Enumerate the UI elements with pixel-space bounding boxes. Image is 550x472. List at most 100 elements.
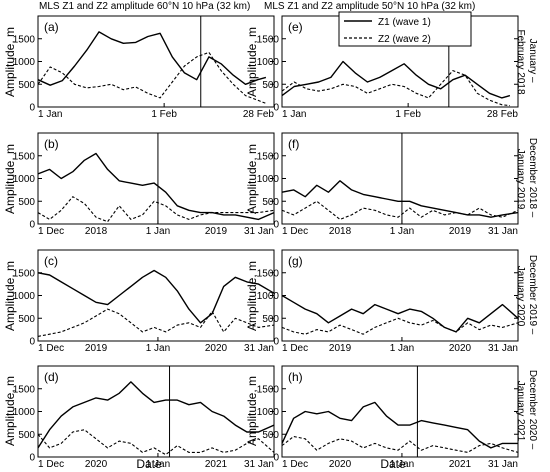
panel-label-h: (h)	[288, 370, 303, 384]
y-tick-label-d: 0	[29, 453, 35, 464]
x-axis-label-right: Date	[380, 457, 406, 471]
year-label-d: 2020	[85, 459, 108, 470]
y-axis-label-d: Amplitude, m	[3, 376, 17, 446]
z2-line-b	[37, 196, 275, 223]
panel-label-f: (f)	[288, 137, 299, 151]
y-tick-label-a: 500	[18, 80, 35, 91]
z2-line-h	[281, 435, 519, 453]
x-tick-label-a: 1 Jan	[38, 109, 62, 120]
row-labels: January – February 2018 December 2018 – …	[515, 29, 538, 449]
panel-frame-d	[37, 365, 275, 458]
row-label-1-line2: February 2018	[515, 29, 526, 94]
z1-line-h	[281, 401, 518, 449]
y-tick-label-b: 1000	[13, 174, 36, 185]
z2-line-d	[37, 429, 275, 456]
y-axis-label-c: Amplitude, m	[3, 261, 17, 331]
y-axis-label-b: Amplitude, m	[3, 144, 17, 214]
x-tick-label-b: 1 Dec	[38, 226, 64, 237]
y-tick-label-e: 1000	[257, 57, 280, 68]
panel-f: (f) 0 500 1000 1500 1 Dec 1 Jan 31 Jan 2018 2019	[257, 132, 519, 237]
z1-line-c	[37, 269, 275, 324]
y-tick-label-h: 1500	[257, 384, 280, 395]
x-tick-label-d: 1 Dec	[38, 459, 64, 470]
x-tick-label-f: 1 Jan	[390, 226, 414, 237]
y-tick-label-e: 1500	[257, 34, 280, 45]
y-tick-label-a: 0	[29, 103, 35, 114]
y-tick-label-b: 0	[29, 220, 35, 231]
y-tick-label-h: 1000	[257, 407, 280, 418]
z1-line-b	[37, 152, 275, 221]
panel-label-b: (b)	[44, 137, 59, 151]
z1-line-d	[37, 381, 275, 449]
row-label-3: December 2019 – January 2020	[515, 255, 538, 337]
y-tick-label-g: 1000	[257, 291, 280, 302]
legend-z2-label: Z2 (wave 2)	[378, 34, 431, 45]
y-axis-label-g: Amplitude, m	[245, 261, 259, 331]
year-label-h: 2020	[329, 459, 352, 470]
z2-line-e	[281, 70, 510, 107]
x-tick-label-c: 31 Jan	[244, 343, 274, 354]
x-tick-label-e: 1 Jan	[282, 109, 306, 120]
x-tick-label-f: 1 Dec	[282, 226, 308, 237]
y-tick-label-b: 1500	[13, 151, 36, 162]
y-tick-label-f: 500	[262, 197, 279, 208]
row-label-3-line1: December 2019 –	[527, 255, 538, 335]
x-tick-label-b: 1 Jan	[146, 226, 170, 237]
row-label-3-line2: January 2020	[515, 266, 526, 327]
y-tick-label-a: 1500	[13, 34, 36, 45]
panel-frame-g	[281, 249, 519, 342]
x-tick-label-e: 1 Feb	[395, 109, 421, 120]
x-tick-label-c: 1 Dec	[38, 343, 64, 354]
y-tick-label-g: 1500	[257, 268, 280, 279]
x-tick-label-g: 1 Dec	[282, 343, 308, 354]
legend: Z1 (wave 1) Z2 (wave 2)	[338, 11, 472, 47]
y-tick-label-e: 500	[262, 80, 279, 91]
z2-line-g	[281, 317, 519, 335]
y-tick-label-d: 1000	[13, 407, 36, 418]
panel-frame-b	[37, 132, 275, 225]
x-tick-label-d: 1 Jan	[146, 459, 170, 470]
z2-line-a	[37, 51, 267, 104]
left-y-axis-labels: Amplitude, m Amplitude, m Amplitude, m A…	[3, 27, 17, 446]
z1-line-a	[37, 31, 267, 86]
y-tick-label-f: 1500	[257, 151, 280, 162]
x-tick-label-e: 28 Feb	[487, 109, 519, 120]
x-tick-label-a: 28 Feb	[243, 109, 275, 120]
x-axis-label-left: Date	[136, 457, 162, 471]
row-label-2-line2: January 2019	[515, 149, 526, 210]
y-tick-label-b: 500	[18, 197, 35, 208]
y-tick-label-c: 500	[18, 314, 35, 325]
panel-c: (c) 0 500 1000 1500 1 Dec 1 Jan 31 Jan 2019 2020	[13, 249, 275, 354]
x-tick-label-c: 1 Jan	[146, 343, 170, 354]
row-label-2: December 2018 – January 2019	[515, 138, 538, 220]
x-tick-label-h: 1 Dec	[282, 459, 308, 470]
x-tick-label-d: 31 Jan	[244, 459, 274, 470]
year-label-f: 2019	[449, 226, 472, 237]
year-label-h: 2021	[449, 459, 472, 470]
year-label-c: 2019	[85, 343, 108, 354]
year-label-g: 2019	[329, 343, 352, 354]
year-label-b: 2019	[205, 226, 228, 237]
panel-g: (g) 0 500 1000 1500 1 Dec 1 Jan 31 Jan 2019 2020	[257, 249, 519, 354]
y-tick-label-h: 0	[273, 453, 279, 464]
z1-line-g	[281, 294, 519, 333]
panel-d: (d) 0 500 1000 1500 1 Dec 1 Jan 31 Jan 2020 2021	[13, 365, 275, 470]
year-label-f: 2018	[329, 226, 352, 237]
y-axis-label-h: Amplitude, m	[245, 376, 259, 446]
year-label-d: 2021	[205, 459, 228, 470]
row-label-1-line1: January –	[527, 39, 538, 83]
y-tick-label-c: 1000	[13, 291, 36, 302]
panel-label-c: (c)	[44, 254, 58, 268]
panel-b: (b) 0 500 1000 1500 1 Dec 1 Jan 31 Jan 2018 2019	[13, 132, 275, 237]
year-label-c: 2020	[205, 343, 228, 354]
y-tick-label-a: 1000	[13, 57, 36, 68]
row-label-2-line1: December 2018 –	[527, 138, 538, 218]
z2-line-c	[37, 308, 275, 337]
y-tick-label-e: 0	[273, 103, 279, 114]
z1-line-e	[281, 60, 511, 99]
y-axis-label-a: Amplitude, m	[3, 27, 17, 97]
x-tick-label-f: 31 Jan	[488, 226, 518, 237]
y-tick-label-g: 0	[273, 337, 279, 348]
panel-frame-a	[37, 15, 275, 108]
